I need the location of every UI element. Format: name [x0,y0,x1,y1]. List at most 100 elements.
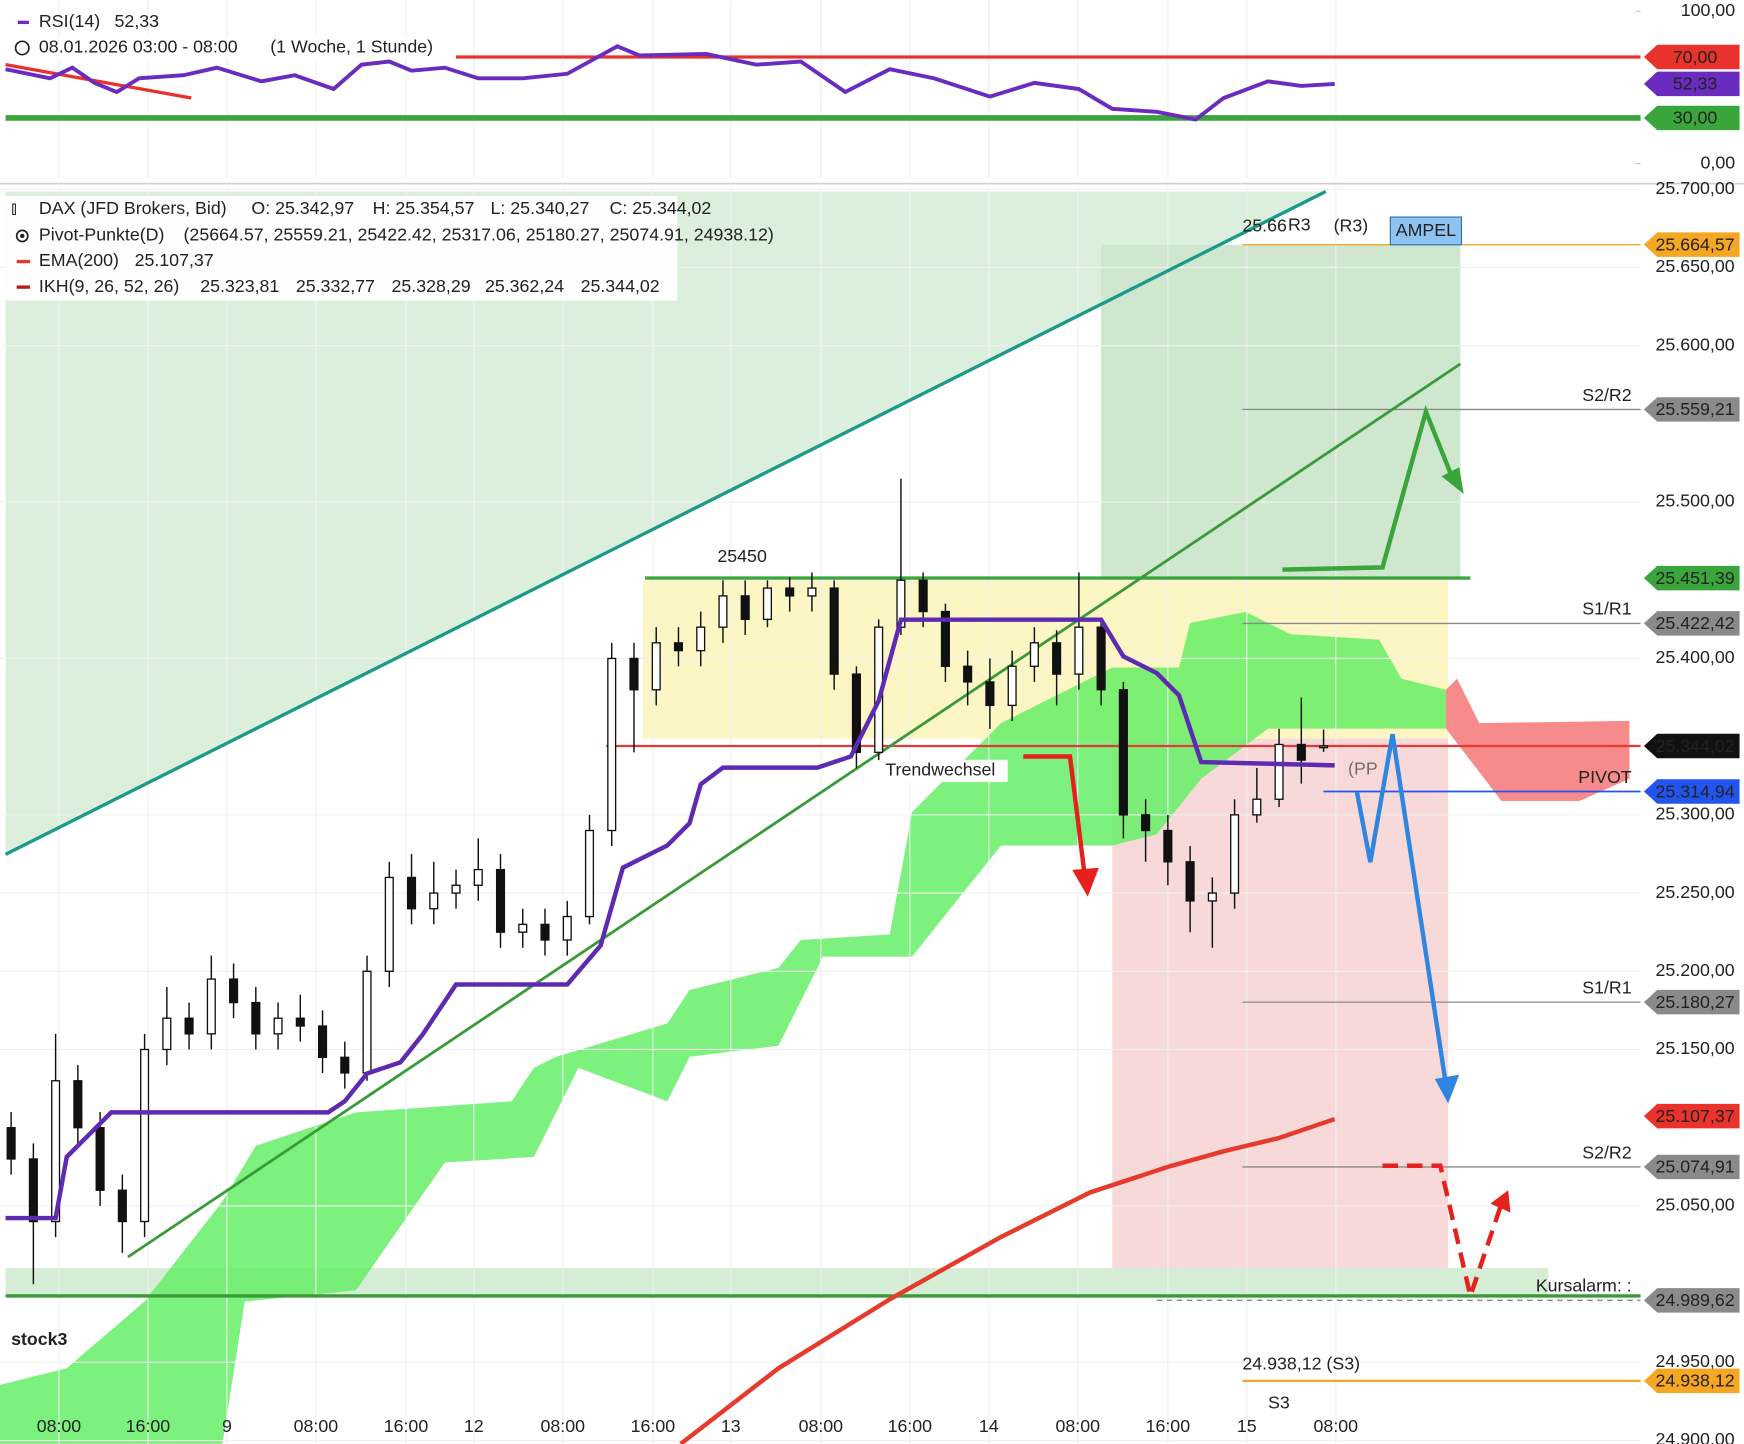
level-box-label: 24.938,12 [1656,1371,1735,1391]
level-tag: S2/R2 [1582,385,1631,405]
pivot-values: (25664.57, 25559.21, 25422.42, 25317.06,… [184,225,774,245]
legend-box [5,195,678,301]
trend-arrow [1023,754,1087,874]
candle-body [140,1048,150,1223]
candle-body [740,595,750,621]
period: (1 Woche, 1 Stunde) [270,37,433,57]
y-tick-label: 25.200,00 [1656,960,1735,980]
candle-body [28,1158,38,1223]
ohlc: H: 25.354,57 [373,198,475,218]
level-box [1643,1288,1740,1313]
candle-body [651,642,661,691]
level-box [1643,1103,1740,1129]
level-mark: 25450 [717,546,767,566]
level-box [1643,611,1740,636]
x-tick-label: 9 [222,1416,232,1436]
candle-body [1052,642,1062,675]
candle-body [473,868,483,886]
ohlc: O: 25.342,97 [251,198,354,218]
rsi-level-box-label: 70,00 [1673,47,1718,67]
candle-body [273,1017,283,1035]
candle-body [406,876,417,910]
kijun-line [5,617,1335,1221]
candle-body [495,868,506,933]
candle-body [1074,626,1084,675]
candle-body [117,1189,127,1223]
level-box-label: 25.559,21 [1656,399,1735,419]
candle-body [1096,626,1106,691]
level-box [1643,397,1740,422]
y-tick-label: 100,00 [1681,0,1735,20]
price-axis: 25.700,00 25.650,00 25.600,00 25.500,00 25.4… [37,178,1740,1444]
x-tick-label: 12 [464,1416,484,1436]
s3-value: 24.938,12 (S3) [1242,1354,1360,1374]
candle-body [6,1127,16,1160]
candle-body [451,884,461,894]
level-box-label: 24.989,62 [1656,1290,1735,1310]
candle-body [384,876,394,972]
x-tick-label: 08:00 [37,1416,82,1436]
ema-line [679,1116,1336,1444]
ema-name: EMA(200) [39,250,119,270]
ampel-bg [1389,216,1463,246]
candle-body [762,587,773,621]
candle-body [518,923,528,933]
level-box-label: 25.344,02 [1656,736,1735,756]
x-tick-label: 16:00 [126,1416,171,1436]
watermark: stock3 [11,1329,67,1349]
ichimoku-cloud [0,611,1446,1444]
y-tick-label: 25.700,00 [1656,178,1735,198]
y-tick-label: 25.650,00 [1656,256,1735,276]
level-tag: S1/R1 [1582,977,1632,997]
r3-tag: (R3) [1334,216,1369,236]
candle-body [985,681,995,707]
candle-body [940,610,950,667]
ohlc: C: 25.344,02 [610,198,712,218]
x-tick-label: 16:00 [1146,1416,1191,1436]
arrow-head [1072,867,1099,897]
ampel-label: AMPEL [1396,220,1456,240]
candle-body [963,665,973,683]
candle-body [1319,745,1329,749]
level-box [1643,232,1740,257]
x-tick-label: 14 [979,1416,999,1436]
x-tick-label: 16:00 [631,1416,676,1436]
annotations: stock3 25450 Trendwechsel AMPEL 25.66 R3 (R3) (… [11,215,1463,1413]
instrument: DAX (JFD Brokers, Bid) [39,198,227,218]
x-tick-label: 16:00 [384,1416,429,1436]
candle-body [206,978,216,1035]
y-tick-label: 24.900,00 [1656,1429,1735,1444]
ohlc: L: 25.340,27 [491,198,590,218]
level-box [1643,1368,1740,1394]
pivot-icon [15,229,29,243]
ikh-name: IKH(9, 26, 52, 26) [39,276,179,296]
pivot-icon [20,233,25,239]
candle-body [1207,892,1217,902]
legend-value: 52,33 [115,11,160,31]
level-box [1643,989,1740,1015]
rsi-panel: 100,00 0,00 70,00 30,00 52,33 RSI(14) 52,33 08.… [5,0,1740,179]
rsi-level-box [1643,44,1740,70]
candle-body [1007,665,1017,707]
target-path [1382,1163,1504,1305]
candle-body [340,1056,350,1074]
candles [6,478,1329,1285]
candle-body [785,587,795,597]
rsi-current-box-label: 52,33 [1673,74,1718,94]
level-box-label: 25.314,94 [1656,781,1735,801]
candle-body [718,595,728,628]
level-box-label: 25.107,37 [1656,1106,1735,1126]
candle-body [95,1127,105,1191]
candle-body [629,657,639,691]
r3-cut: 25.66 [1242,216,1287,236]
ikh-value: 25.332,77 [296,276,375,296]
candle-body [295,1017,305,1027]
ichimoku-cloud-bear [1445,678,1630,801]
y-tick-label: 25.500,00 [1656,491,1735,511]
candle-body [251,1001,261,1035]
candle-body [1230,814,1240,894]
arrow-head [1441,467,1464,494]
subtitle: 08.01.2026 03:00 - 08:00 [39,37,238,57]
level-tag: S1/R1 [1582,599,1632,619]
